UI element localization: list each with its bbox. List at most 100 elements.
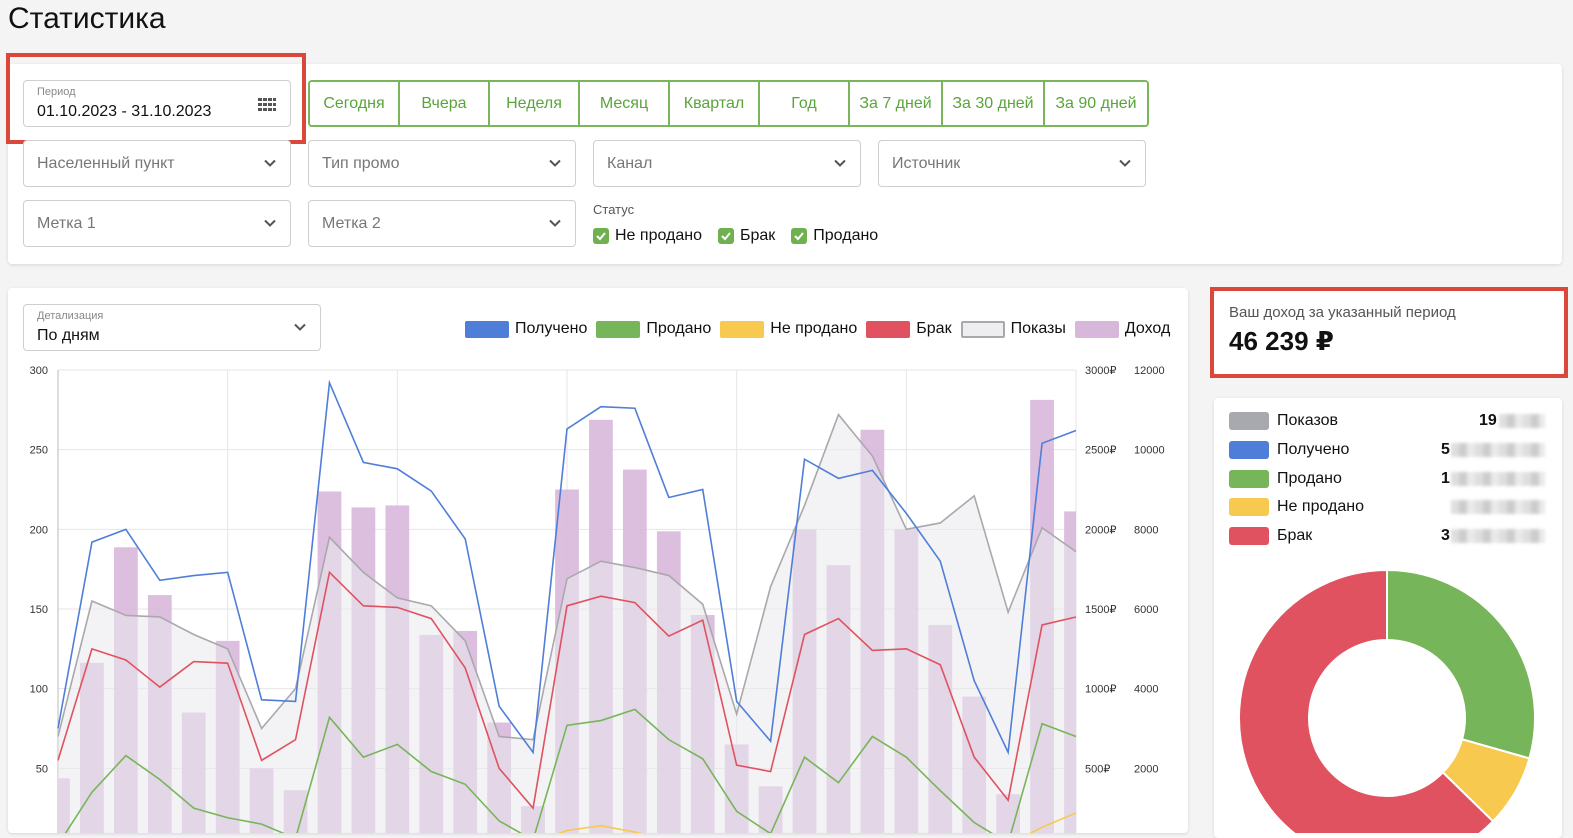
checkmark-icon bbox=[717, 228, 734, 244]
page-title: Статистика bbox=[8, 2, 166, 35]
received-line bbox=[57, 379, 1077, 756]
detail-select[interactable]: Детализация По дням bbox=[23, 304, 321, 351]
promo-type-placeholder: Тип промо bbox=[322, 155, 400, 172]
period-today-button[interactable]: Сегодня bbox=[310, 82, 400, 125]
donut-slice[interactable] bbox=[1386, 568, 1536, 760]
legend-name: Не продано bbox=[1277, 498, 1364, 515]
redacted-value bbox=[1451, 500, 1545, 514]
detail-label: Детализация bbox=[37, 310, 104, 322]
status-sold-label: Продано bbox=[813, 227, 879, 244]
donut-legend-item[interactable]: Продано 1 bbox=[1229, 470, 1549, 488]
y-right1-tick: 1500₽ bbox=[1085, 604, 1116, 616]
legend-swatch bbox=[1229, 527, 1269, 545]
chevron-down-icon bbox=[294, 323, 306, 331]
period-quarter-button[interactable]: Квартал bbox=[670, 82, 760, 125]
legend-name: Получено bbox=[1277, 441, 1350, 458]
legend-income[interactable]: Доход bbox=[1074, 320, 1170, 338]
status-label: Статус bbox=[593, 202, 635, 217]
period-30days-button[interactable]: За 30 дней bbox=[943, 82, 1045, 125]
y-right1-tick: 2500₽ bbox=[1085, 445, 1116, 457]
period-value: 01.10.2023 - 31.10.2023 bbox=[37, 103, 212, 120]
y-right2-tick: 8000 bbox=[1134, 524, 1158, 536]
channel-placeholder: Канал bbox=[607, 155, 653, 172]
channel-select[interactable]: Канал bbox=[593, 140, 861, 187]
redacted-value bbox=[1451, 472, 1545, 486]
chevron-down-icon bbox=[264, 159, 276, 167]
legend-swatch bbox=[1229, 498, 1269, 516]
y-right1-tick: 3000₽ bbox=[1085, 365, 1116, 377]
source-placeholder: Источник bbox=[892, 155, 961, 172]
period-7days-button[interactable]: За 7 дней bbox=[850, 82, 943, 125]
legend-value: 19 bbox=[1479, 412, 1497, 429]
period-yesterday-button[interactable]: Вчера bbox=[400, 82, 490, 125]
legend-name: Показов bbox=[1277, 412, 1339, 429]
legend-name: Брак bbox=[1277, 527, 1313, 544]
defect-line bbox=[57, 570, 1077, 810]
chevron-down-icon bbox=[549, 159, 561, 167]
donut-chart bbox=[1238, 568, 1536, 833]
legend-name: Продано bbox=[1277, 470, 1342, 487]
legend-value: 1 bbox=[1441, 470, 1450, 487]
settlement-placeholder: Населенный пункт bbox=[37, 155, 175, 172]
y-left-tick: 200 bbox=[30, 524, 48, 536]
status-checkboxes: Не продано Брак Продано bbox=[593, 227, 888, 245]
legend-unsold[interactable]: Не продано bbox=[720, 320, 857, 338]
y-left-tick: 300 bbox=[30, 365, 48, 377]
legend-swatch bbox=[1229, 470, 1269, 488]
sold-line bbox=[64, 708, 1077, 833]
redacted-value bbox=[1451, 443, 1545, 457]
status-unsold-checkbox[interactable]: Не продано bbox=[593, 227, 702, 245]
y-left-tick: 250 bbox=[30, 445, 48, 457]
redacted-value bbox=[1499, 414, 1545, 428]
period-month-button[interactable]: Месяц bbox=[580, 82, 670, 125]
promo-type-select[interactable]: Тип промо bbox=[308, 140, 576, 187]
legend-defect[interactable]: Брак bbox=[866, 320, 952, 338]
income-value: 46 239 ₽ bbox=[1229, 326, 1334, 356]
status-sold-checkbox[interactable]: Продано bbox=[791, 227, 878, 245]
donut-legend-item[interactable]: Брак 3 bbox=[1229, 527, 1549, 545]
period-label: Период bbox=[37, 86, 76, 98]
settlement-select[interactable]: Населенный пункт bbox=[23, 140, 291, 187]
donut-slice[interactable] bbox=[1238, 568, 1495, 833]
period-field[interactable]: Период 01.10.2023 - 31.10.2023 bbox=[23, 80, 291, 127]
income-panel bbox=[1214, 291, 1564, 374]
y-right2-tick: 2000 bbox=[1134, 763, 1158, 775]
donut-legend-item[interactable]: Получено 5 bbox=[1229, 441, 1549, 459]
tag1-select[interactable]: Метка 1 bbox=[23, 200, 291, 247]
tag1-placeholder: Метка 1 bbox=[37, 215, 96, 232]
views-line bbox=[57, 413, 1077, 741]
income-label: Ваш доход за указанный период bbox=[1229, 304, 1456, 321]
legend-value: 5 bbox=[1441, 441, 1450, 458]
unsold-line bbox=[557, 812, 1077, 833]
status-defect-checkbox[interactable]: Брак bbox=[717, 227, 775, 245]
donut-legend-item[interactable]: Не продано bbox=[1229, 498, 1549, 516]
legend-sold[interactable]: Продано bbox=[596, 320, 711, 338]
y-right1-tick: 1000₽ bbox=[1085, 684, 1116, 696]
y-right2-tick: 6000 bbox=[1134, 604, 1158, 616]
redacted-value bbox=[1451, 529, 1545, 543]
main-chart: 300 3000₽ 12000 250 2500₽ 10000 200 2000₽ 8000 15… bbox=[30, 365, 1165, 833]
tag2-select[interactable]: Метка 2 bbox=[308, 200, 576, 247]
legend-value: 3 bbox=[1441, 527, 1450, 544]
period-year-button[interactable]: Год bbox=[760, 82, 850, 125]
legend-views[interactable]: Показы bbox=[960, 320, 1066, 338]
chevron-down-icon bbox=[264, 219, 276, 227]
tag2-placeholder: Метка 2 bbox=[322, 215, 381, 232]
checkmark-icon bbox=[791, 228, 808, 244]
legend-received[interactable]: Получено bbox=[465, 320, 587, 338]
legend-swatch bbox=[1229, 441, 1269, 459]
period-week-button[interactable]: Неделя bbox=[490, 82, 580, 125]
chevron-down-icon bbox=[1119, 159, 1131, 167]
y-right2-tick: 4000 bbox=[1134, 684, 1158, 696]
checkmark-icon bbox=[593, 228, 609, 244]
legend-swatch bbox=[1229, 412, 1269, 430]
y-right2-tick: 12000 bbox=[1134, 365, 1165, 377]
detail-value: По дням bbox=[37, 327, 100, 344]
y-right1-tick: 500₽ bbox=[1085, 763, 1110, 775]
period-90days-button[interactable]: За 90 дней bbox=[1045, 82, 1147, 125]
quick-period-group: Сегодня Вчера Неделя Месяц Квартал Год З… bbox=[308, 80, 1149, 127]
y-left-tick: 50 bbox=[36, 763, 48, 775]
source-select[interactable]: Источник bbox=[878, 140, 1146, 187]
donut-legend-item[interactable]: Показов 19 bbox=[1229, 412, 1549, 430]
calendar-grid-icon[interactable] bbox=[258, 98, 276, 112]
